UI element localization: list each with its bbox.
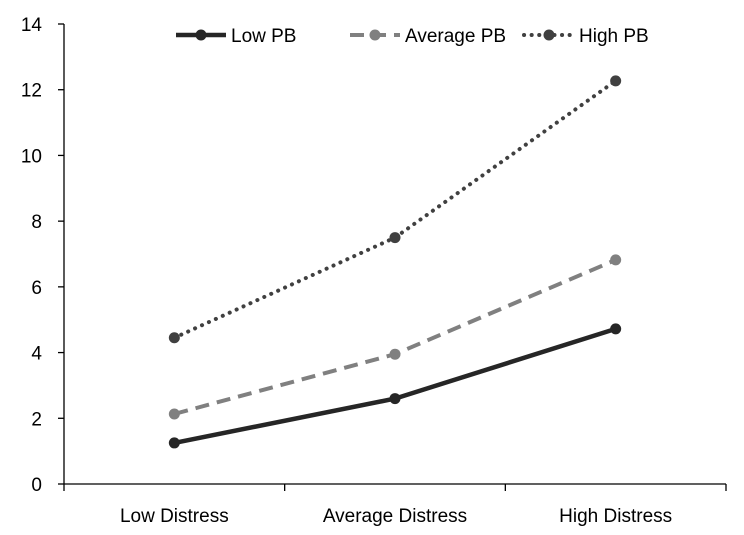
legend-swatch-marker bbox=[369, 29, 381, 41]
legend-item-low-pb: Low PB bbox=[176, 26, 296, 47]
legend-label: Average PB bbox=[405, 26, 506, 47]
legend-swatch-marker bbox=[543, 29, 555, 41]
legend-label: High PB bbox=[579, 26, 649, 47]
y-tick-label: 8 bbox=[31, 212, 42, 233]
y-axis-ticks: 0 2 4 6 8 10 12 14 bbox=[21, 15, 64, 496]
y-tick-label: 4 bbox=[31, 344, 42, 365]
x-tick-label: High Distress bbox=[559, 506, 672, 527]
x-axis-ticks: Low Distress Average Distress High Distres… bbox=[63, 484, 727, 527]
series-low-pb bbox=[168, 323, 622, 449]
y-tick-label: 12 bbox=[21, 81, 42, 102]
series-line-high-pb bbox=[172, 78, 618, 340]
axes bbox=[63, 24, 726, 485]
y-tick-label: 10 bbox=[21, 146, 42, 167]
y-tick-label: 6 bbox=[31, 278, 42, 299]
series-line-low-pb bbox=[173, 326, 617, 446]
legend-label: Low PB bbox=[231, 26, 296, 47]
data-point-low-pb bbox=[610, 323, 622, 335]
data-point-high-pb bbox=[389, 232, 401, 244]
data-point-high-pb bbox=[168, 332, 180, 344]
data-point-average-pb bbox=[610, 254, 622, 266]
legend-item-high-pb: High PB bbox=[522, 26, 649, 47]
data-point-average-pb bbox=[389, 348, 401, 360]
series-layer bbox=[168, 75, 622, 449]
y-tick-label: 0 bbox=[31, 475, 42, 496]
y-tick-label: 14 bbox=[21, 15, 43, 36]
x-tick-label: Average Distress bbox=[323, 506, 467, 527]
series-line-average-pb bbox=[173, 258, 617, 416]
x-tick-label: Low Distress bbox=[120, 506, 229, 527]
data-point-high-pb bbox=[610, 75, 622, 87]
series-high-pb bbox=[168, 75, 622, 344]
legend-item-average-pb: Average PB bbox=[350, 26, 506, 47]
data-point-low-pb bbox=[389, 393, 401, 405]
data-point-low-pb bbox=[168, 437, 180, 449]
legend-swatch-marker bbox=[195, 29, 207, 41]
legend: Low PB Average PB High PB bbox=[176, 26, 649, 47]
data-point-average-pb bbox=[168, 408, 180, 420]
y-tick-label: 2 bbox=[31, 409, 42, 430]
series-average-pb bbox=[168, 254, 622, 420]
